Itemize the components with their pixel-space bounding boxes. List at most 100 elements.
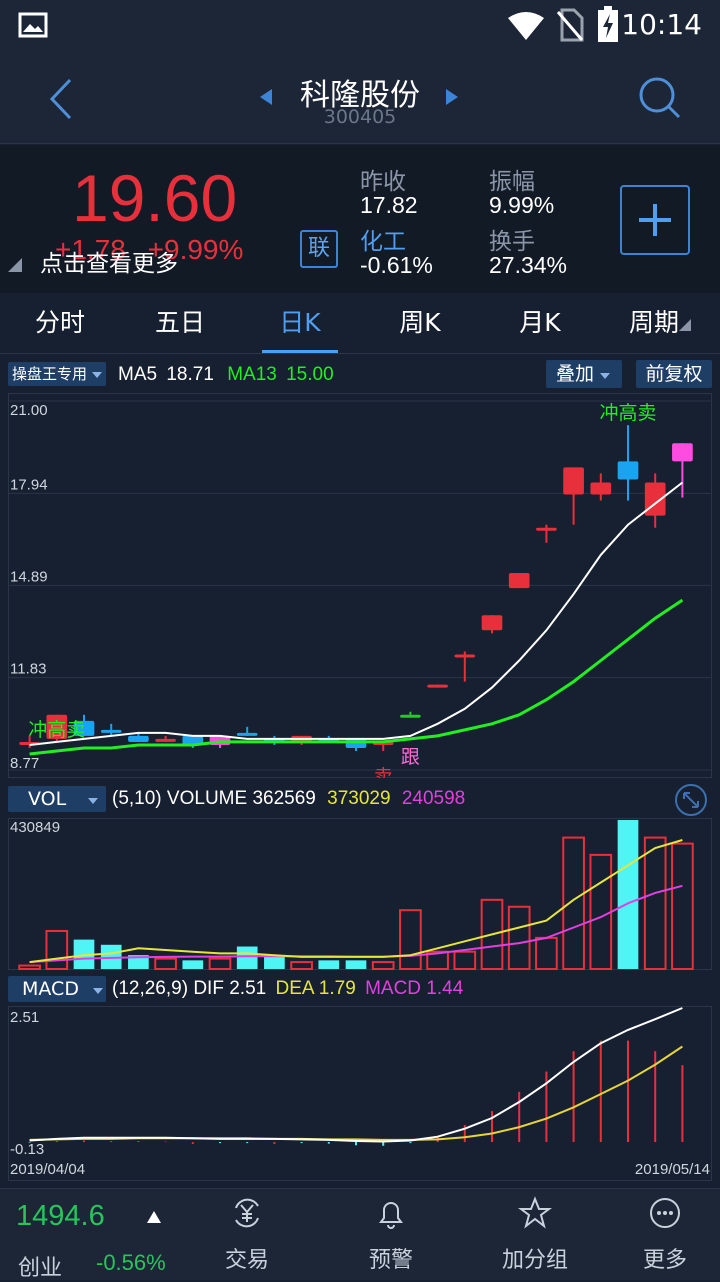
yuan-exchange-icon (235, 1198, 259, 1228)
next-stock-icon[interactable] (444, 88, 460, 106)
volume-bar (345, 960, 367, 969)
volume-bar (182, 960, 204, 969)
up-triangle-icon (147, 1211, 161, 1223)
candle (536, 524, 557, 543)
ma5-line (29, 481, 684, 746)
more-icon (650, 1198, 680, 1228)
image-icon (18, 12, 48, 38)
volume-bar (480, 898, 504, 970)
candle (617, 425, 639, 501)
vol-selector[interactable]: VOL (8, 786, 106, 812)
candle (427, 684, 448, 688)
index-value[interactable]: 1494.6 (16, 1200, 105, 1232)
signal-annotation: 卖 (374, 766, 393, 778)
clock: 10:14 (621, 8, 702, 41)
ma13-value: 15.00 (286, 364, 334, 385)
indicator-selector-label: 操盘王专用 (12, 365, 88, 383)
stat-label-sector[interactable]: 化工 (360, 229, 406, 255)
ma-legend: MA5 18.71 MA13 15.00 (118, 364, 334, 386)
back-icon[interactable] (44, 76, 76, 122)
tab-weekly-k[interactable]: 周K (399, 308, 441, 337)
kline-ytick: 17.94 (10, 476, 48, 493)
overlay-button[interactable]: 叠加 (546, 360, 622, 388)
tab-daily-k[interactable]: 日K (240, 294, 360, 353)
volume-bar (290, 961, 313, 970)
add-watchlist-button[interactable] (620, 185, 690, 255)
nav-more-label: 更多 (642, 1248, 687, 1273)
tab-intraday[interactable]: 分时 (34, 308, 85, 337)
nav-more[interactable]: 更多 (610, 1196, 720, 1274)
macd-selector[interactable]: MACD (8, 976, 106, 1002)
star-icon (518, 1196, 552, 1229)
volume-bar (100, 944, 122, 969)
volume-bar (208, 957, 232, 970)
bottom-bar (0, 1188, 720, 1280)
price-change: +1.78 (55, 234, 126, 265)
candle (236, 726, 258, 736)
volume-bar (426, 950, 449, 970)
period-tabs: 分时 五日 日K 周K 月K 周期 (0, 294, 720, 354)
volume-bar (562, 836, 585, 970)
vol-selector-label: VOL (28, 788, 67, 810)
quote-panel[interactable] (0, 145, 720, 293)
candle (155, 735, 176, 742)
tab-monthly-k[interactable]: 月K (519, 308, 561, 337)
nav-trade[interactable]: 交易 (192, 1196, 302, 1274)
vol-params: (5,10) (112, 788, 162, 809)
stock-code: 300405 (323, 106, 397, 128)
volume-bar (507, 905, 531, 970)
macd-selector-label: MACD (22, 978, 79, 1000)
candle (454, 651, 476, 682)
adjust-button[interactable]: 前复权 (636, 360, 712, 388)
tab-period[interactable]: 周期 (600, 294, 720, 353)
tab-five-day[interactable]: 五日 (154, 308, 205, 337)
candle (100, 723, 122, 736)
stat-value-prev-close: 17.82 (360, 192, 418, 218)
vol-value: 362569 (252, 788, 316, 809)
no-sim-icon (556, 8, 584, 42)
chevron-down-icon (88, 798, 99, 804)
price-change-pct: +9.99% (147, 234, 244, 265)
nav-alert[interactable]: 预警 (336, 1196, 446, 1274)
index-name[interactable]: 创业 (18, 1256, 63, 1281)
candle (508, 572, 530, 589)
macd-label: MACD (365, 978, 422, 999)
volume-bar (535, 936, 558, 970)
nav-alert-label: 预警 (368, 1248, 413, 1273)
volume-bar (617, 820, 639, 969)
expand-icon[interactable] (674, 783, 708, 817)
index-change: -0.56% (96, 1250, 166, 1275)
macd-chart[interactable]: 2.51 -0.13 2019/04/04 2019/05/14 (8, 1006, 712, 1181)
chevron-down-icon (93, 988, 104, 994)
dea-label: DEA (275, 978, 314, 999)
search-icon[interactable] (636, 74, 682, 120)
macd-ytick-min: -0.13 (10, 1141, 44, 1158)
candle (46, 714, 68, 742)
vol-ma10-value: 240598 (401, 788, 466, 809)
ma13-label: MA13 (227, 364, 277, 385)
vol-name: VOLUME (166, 788, 248, 809)
volume-bar (318, 960, 340, 969)
kline-ytick: 14.89 (10, 568, 48, 585)
dropdown-triangle-icon (679, 319, 691, 331)
nav-add-group[interactable]: 加分组 (480, 1196, 590, 1274)
stat-value-turnover: 27.34% (489, 252, 568, 278)
volume-chart[interactable]: 430849 (8, 818, 712, 970)
vol-ma5-value: 373029 (327, 788, 391, 809)
dif-value: 2.51 (229, 978, 267, 999)
macd-params: (12,26,9) (112, 978, 189, 999)
view-more-hint[interactable]: 点击查看更多 (40, 251, 178, 277)
dea-value: 1.79 (318, 978, 356, 999)
macd-value: 1.44 (426, 978, 464, 999)
candle (644, 473, 666, 528)
signal-annotation: 冲高卖 (599, 402, 656, 424)
prev-stock-icon[interactable] (258, 88, 274, 106)
volume-bar (154, 957, 177, 970)
plus-icon (639, 204, 671, 236)
indicator-selector[interactable]: 操盘王专用 (8, 362, 106, 386)
volume-bar (643, 836, 667, 970)
linked-button[interactable]: 联 (300, 230, 338, 268)
volume-bar (128, 955, 149, 969)
kline-ytick: 21.00 (10, 402, 48, 419)
